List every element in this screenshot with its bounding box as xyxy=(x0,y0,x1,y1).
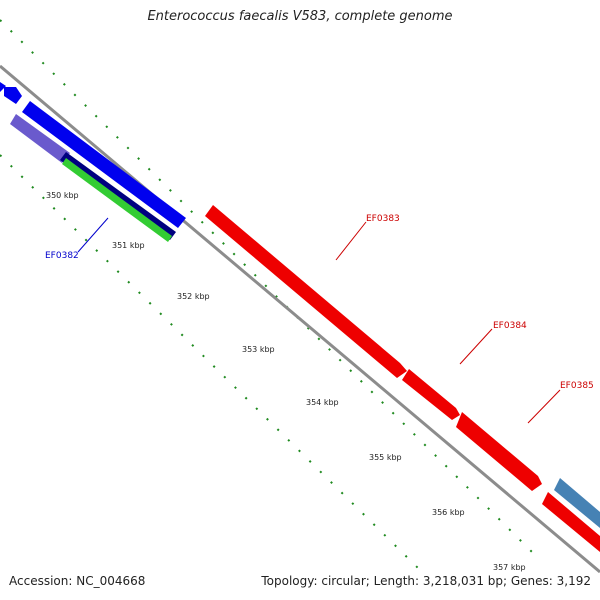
scale-label: 350 kbp xyxy=(46,191,79,200)
scale-label: 351 kbp xyxy=(112,241,145,250)
map-title: Enterococcus faecalis V583, complete gen… xyxy=(147,9,453,24)
steelblue-gene-feature[interactable] xyxy=(554,478,600,528)
scale-label: 357 kbp xyxy=(493,563,526,572)
blue-gene-feature-small[interactable] xyxy=(0,82,6,92)
blue-gene-feature-small-2[interactable] xyxy=(4,87,22,104)
gene-label-ef0385[interactable]: EF0385 xyxy=(560,381,594,391)
red-gene-feature-lower[interactable] xyxy=(542,492,600,552)
outer-tick-ring xyxy=(0,19,541,561)
accession-text: Accession: NC_004668 xyxy=(9,574,146,588)
scale-label: 356 kbp xyxy=(432,508,465,517)
scale-label: 354 kbp xyxy=(306,398,339,407)
scale-label: 352 kbp xyxy=(177,292,210,301)
genome-backbone xyxy=(0,64,600,574)
ef0383-feature[interactable] xyxy=(205,205,407,378)
scale-label: 355 kbp xyxy=(369,453,402,462)
gene-label-ef0382[interactable]: EF0382 xyxy=(45,251,79,261)
lavender-gene-feature[interactable] xyxy=(10,114,70,163)
ef0382-leader-line xyxy=(77,217,109,253)
blue-gene-feature-large[interactable] xyxy=(22,101,186,228)
green-gene-feature[interactable] xyxy=(62,158,172,242)
topology-text: Topology: circular; Length: 3,218,031 bp… xyxy=(261,574,591,588)
gene-label-ef0384[interactable]: EF0384 xyxy=(493,321,527,331)
gene-label-ef0383[interactable]: EF0383 xyxy=(366,214,400,224)
ef0385-feature[interactable] xyxy=(456,412,542,491)
ef0385-leader-line xyxy=(527,389,561,424)
ef0383-leader-line xyxy=(335,221,367,261)
ef0384-leader-line xyxy=(459,328,493,365)
scale-label: 353 kbp xyxy=(242,345,275,354)
ef0384-feature[interactable] xyxy=(402,369,460,420)
